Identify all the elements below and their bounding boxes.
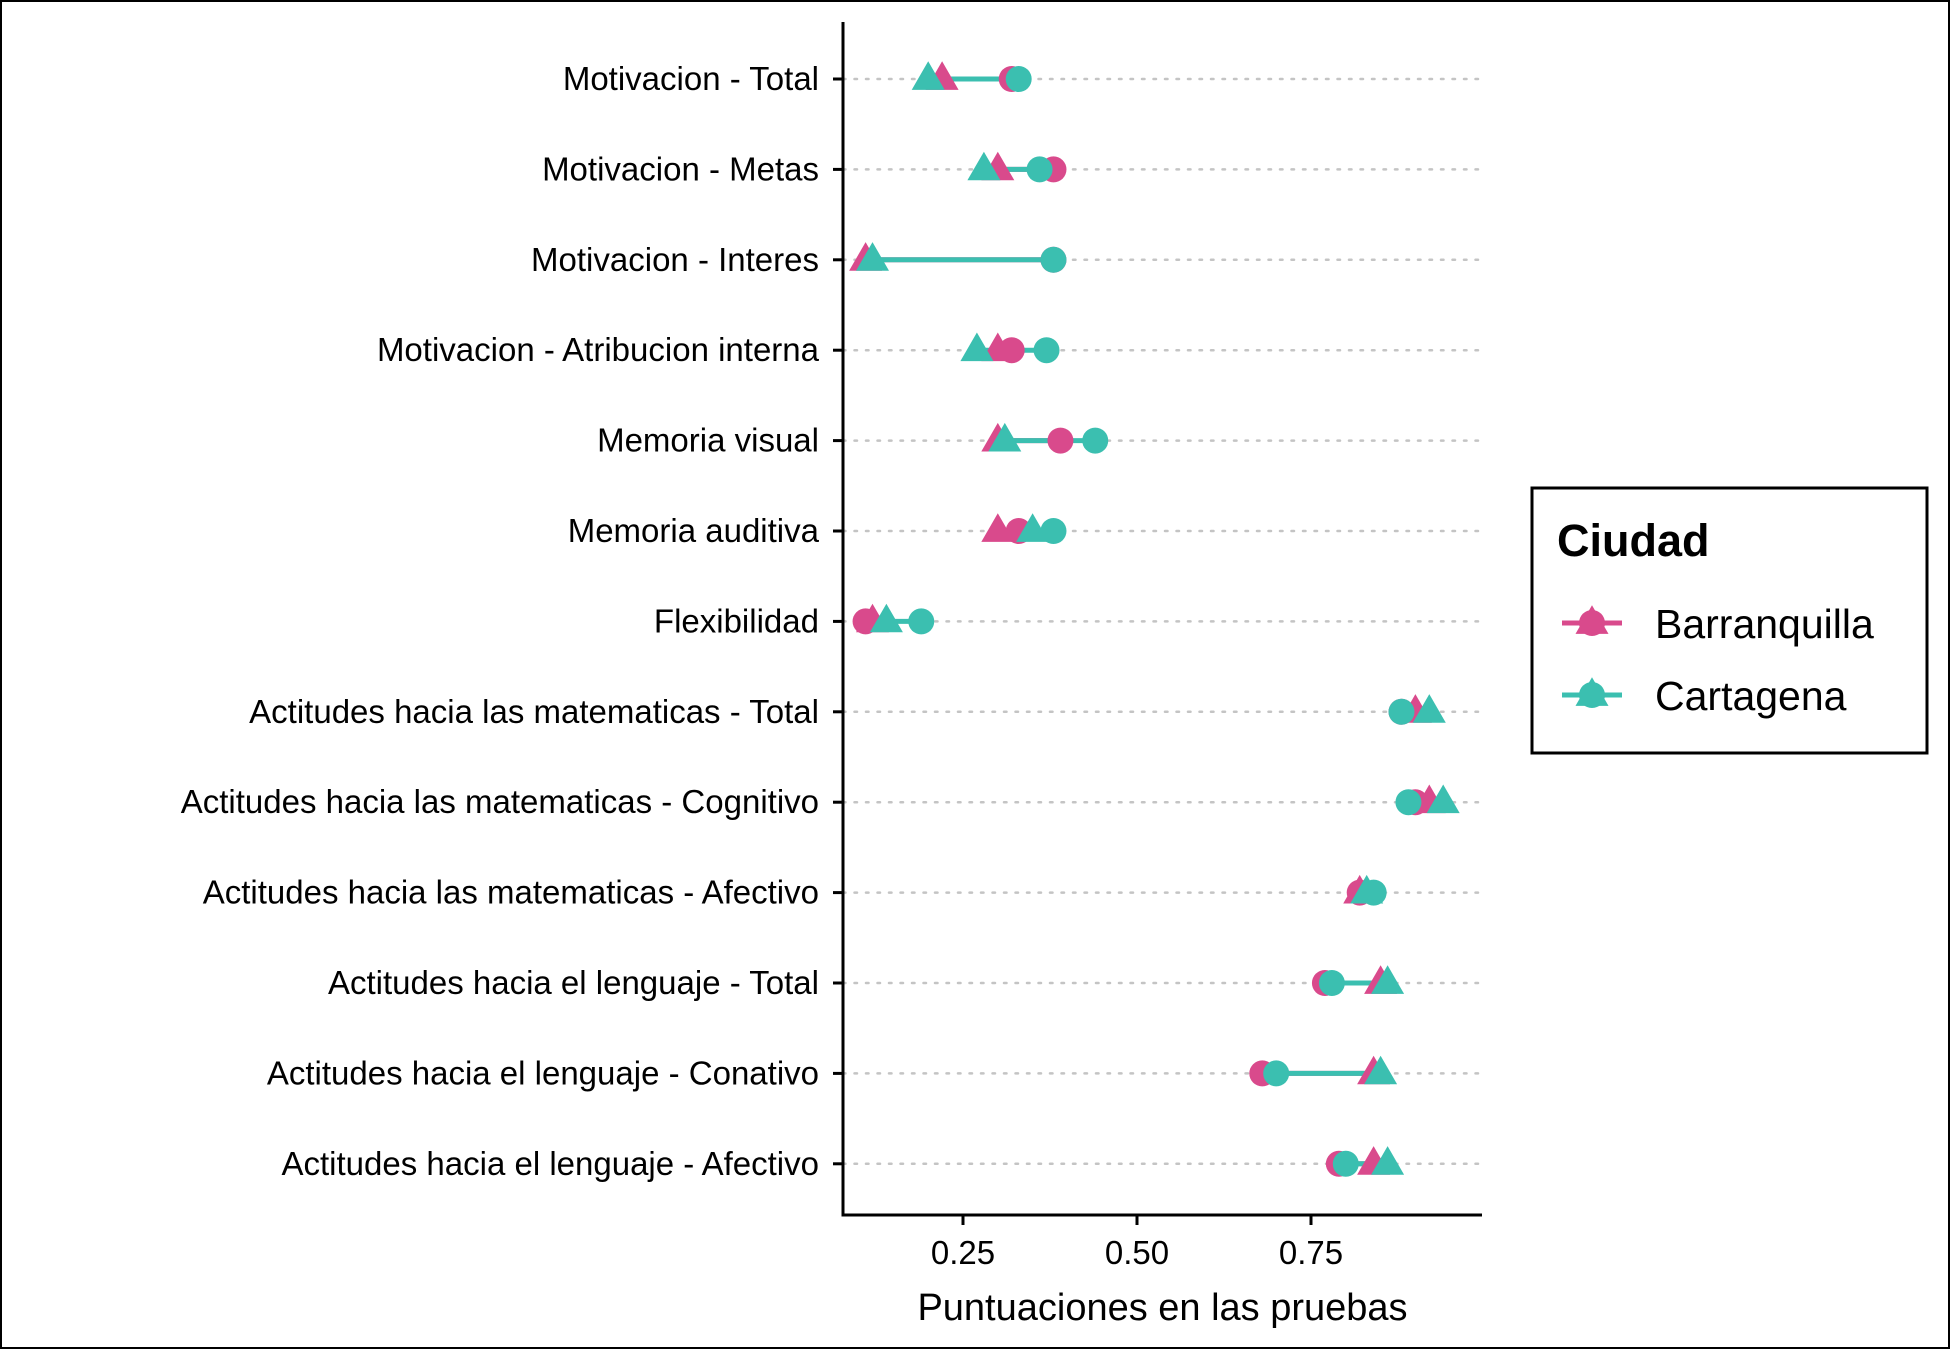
x-tick-label: 0.25 [931, 1234, 995, 1271]
legend-key-triangle-cartagena [1575, 677, 1609, 706]
point-circle-cartagena [1082, 427, 1109, 454]
category-label-actitudes-hacia-el-lenguaje-afectivo: Actitudes hacia el lenguaje - Afectivo [282, 1145, 820, 1182]
x-ticks: 0.25 0.50 0.75 [931, 1215, 1343, 1271]
legend-title: Ciudad [1557, 515, 1710, 566]
point-triangle-cartagena [960, 332, 994, 362]
point-circle-cartagena [1026, 156, 1053, 183]
category-labels: Motivacion - Total Motivacion - Metas Moti… [181, 60, 843, 1182]
point-circle-cartagena [908, 608, 935, 635]
point-triangle-cartagena [1016, 513, 1050, 542]
category-label-motivacion-atribucion-interna: Motivacion - Atribucion interna [377, 331, 820, 368]
point-triangle-cartagena [1371, 965, 1405, 994]
legend-label-barranquilla: Barranquilla [1655, 601, 1874, 647]
point-triangle-cartagena [1364, 1055, 1398, 1085]
point-circle-cartagena [1388, 698, 1415, 725]
point-triangle-cartagena [1426, 784, 1460, 814]
point-circle-cartagena [1332, 1150, 1359, 1177]
x-tick-label: 0.50 [1105, 1234, 1169, 1271]
point-triangle-cartagena [869, 603, 903, 633]
legend: Ciudad Barranquilla Cartagena [1530, 486, 1929, 755]
category-label-memoria-visual: Memoria visual [597, 422, 819, 459]
point-circle-cartagena [1005, 66, 1032, 92]
point-circle-cartagena [1040, 518, 1067, 544]
point-triangle-cartagena [856, 242, 889, 271]
x-tick-label: 0.75 [1279, 1234, 1343, 1271]
category-label-flexibilidad: Flexibilidad [654, 602, 819, 639]
category-label-actitudes-hacia-las-matematicas-cognitivo: Actitudes hacia las matematicas - Cognit… [181, 783, 819, 820]
point-circle-cartagena [1033, 337, 1060, 364]
category-label-motivacion-metas: Motivacion - Metas [542, 150, 819, 187]
category-label-memoria-auditiva: Memoria auditiva [568, 512, 820, 549]
data-marks [849, 61, 1460, 1177]
axes [841, 22, 1482, 1217]
point-circle-cartagena [1395, 789, 1422, 816]
category-label-motivacion-interes: Motivacion - Interes [531, 241, 819, 278]
point-triangle-barranquilla [981, 332, 1015, 362]
point-triangle-cartagena [1350, 874, 1384, 904]
point-circle-cartagena [1040, 246, 1067, 273]
category-label-motivacion-total: Motivacion - Total [563, 60, 819, 97]
legend-key-triangle-barranquilla [1575, 605, 1609, 634]
category-label-actitudes-hacia-el-lenguaje-total: Actitudes hacia el lenguaje - Total [328, 964, 819, 1001]
point-triangle-cartagena [988, 422, 1022, 452]
point-triangle-cartagena [911, 61, 945, 90]
category-label-actitudes-hacia-las-matematicas-total: Actitudes hacia las matematicas - Total [249, 693, 819, 730]
point-triangle-barranquilla [981, 513, 1015, 542]
x-axis-title: Puntuaciones en las pruebas [917, 1287, 1407, 1329]
legend-items: Barranquilla Cartagena [1562, 601, 1874, 719]
legend-label-cartagena: Cartagena [1655, 673, 1847, 719]
point-triangle-cartagena [1371, 1146, 1405, 1175]
category-label-actitudes-hacia-el-lenguaje-conativo: Actitudes hacia el lenguaje - Conativo [267, 1054, 819, 1091]
category-label-actitudes-hacia-las-matematicas-afectivo: Actitudes hacia las matematicas - Afecti… [203, 874, 819, 911]
gridlines [841, 77, 1484, 1166]
point-circle-cartagena [1318, 970, 1345, 996]
point-triangle-cartagena [967, 151, 1001, 181]
point-circle-barranquilla [1047, 427, 1074, 454]
point-triangle-cartagena [1412, 694, 1446, 723]
point-circle-cartagena [1263, 1060, 1290, 1087]
